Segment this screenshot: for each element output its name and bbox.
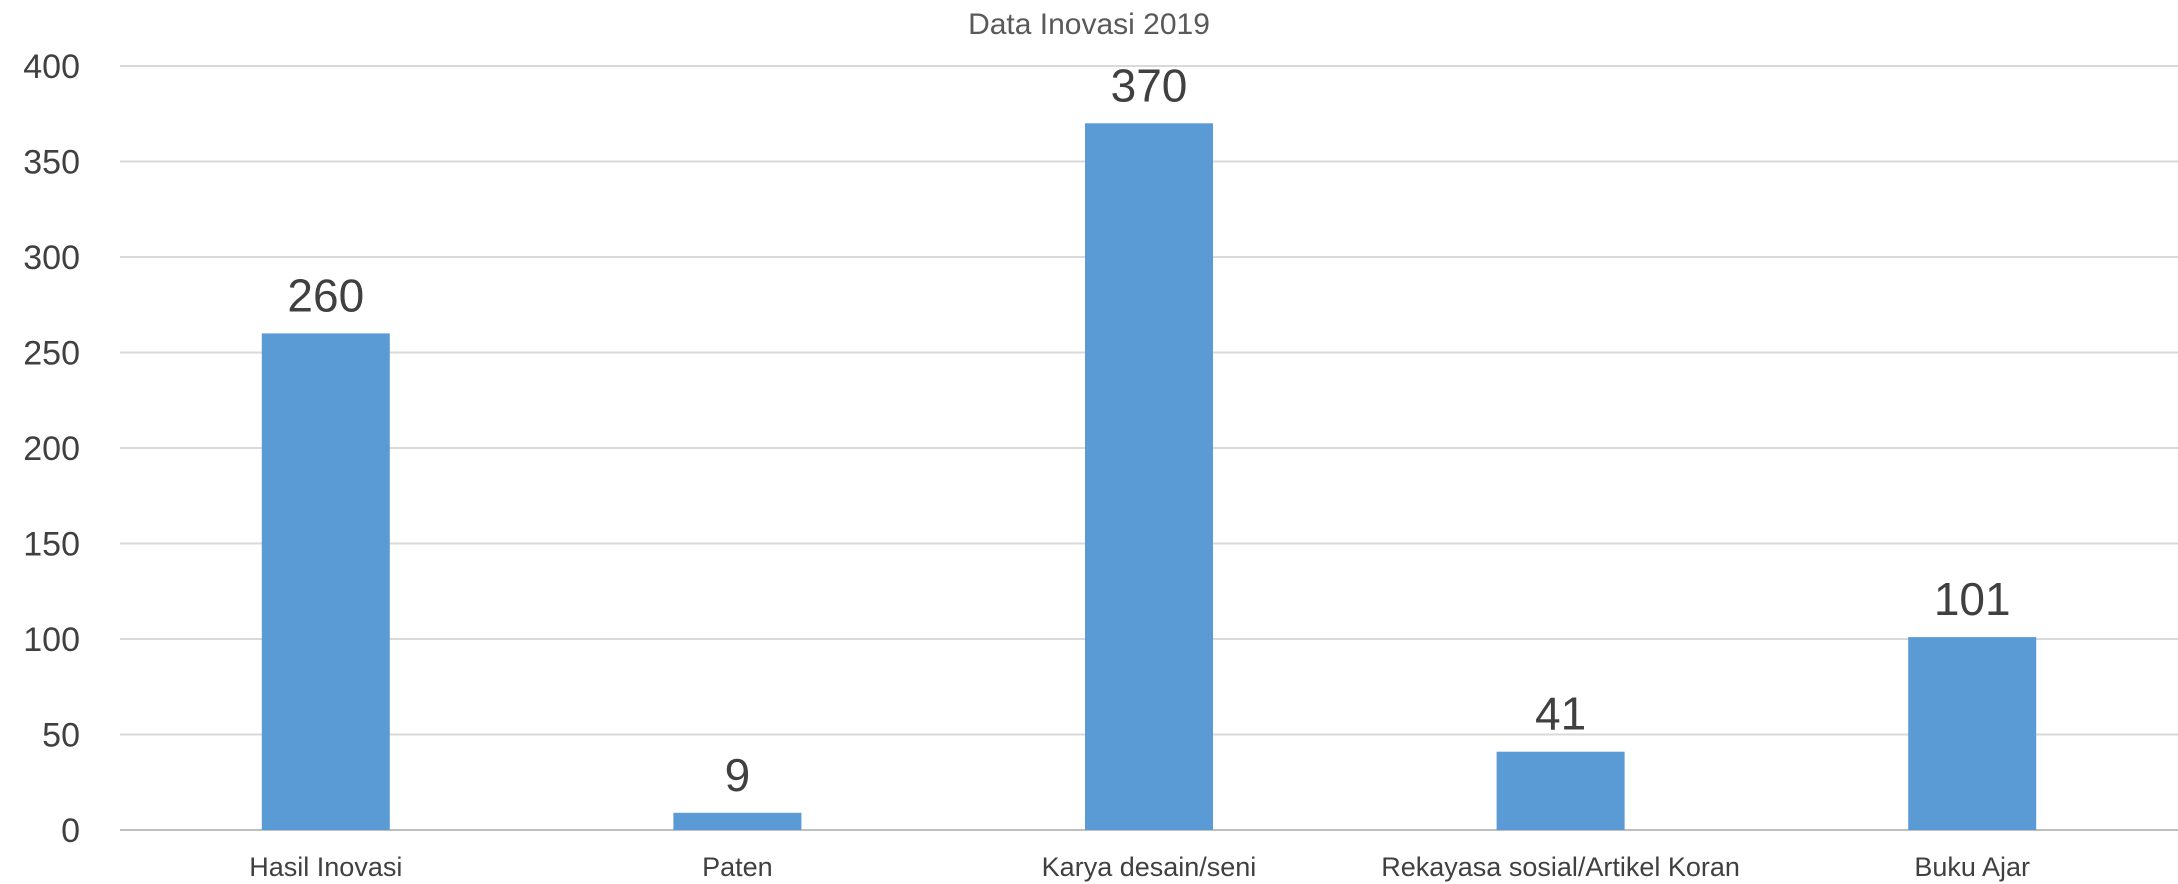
data-label: 370 — [1111, 59, 1188, 111]
x-tick-label: Rekayasa sosial/Artikel Koran — [1381, 852, 1740, 882]
bar — [1496, 751, 1625, 830]
y-tick-label: 0 — [61, 812, 80, 850]
y-tick-label: 400 — [23, 48, 80, 86]
y-axis-ticks: 0 50 100 150 200 250 300 350 400 — [23, 48, 80, 850]
data-label: 9 — [725, 749, 751, 801]
x-tick-label: Karya desain/seni — [1042, 852, 1257, 882]
y-tick-label: 150 — [23, 526, 80, 564]
data-label: 41 — [1535, 688, 1586, 740]
bar — [1085, 123, 1213, 831]
y-tick-label: 100 — [23, 621, 80, 659]
y-tick-label: 200 — [23, 430, 80, 468]
y-tick-label: 300 — [23, 239, 80, 277]
bar — [673, 812, 802, 830]
data-label: 101 — [1934, 573, 2011, 625]
bar — [261, 333, 390, 830]
bar — [1908, 637, 2037, 830]
y-tick-label: 350 — [23, 144, 80, 182]
chart-title: Data Inovasi 2019 — [968, 8, 1210, 41]
x-tick-label: Hasil Inovasi — [249, 852, 402, 882]
x-tick-label: Paten — [702, 852, 773, 882]
y-tick-label: 50 — [42, 717, 80, 755]
data-labels: 260 9 370 41 101 — [287, 59, 2010, 801]
x-axis-ticks: Hasil Inovasi Paten Karya desain/seni Rekay… — [249, 852, 2030, 882]
x-tick-label: Buku Ajar — [1914, 852, 2030, 882]
y-tick-label: 250 — [23, 335, 80, 373]
bars — [261, 123, 2037, 831]
data-label: 260 — [287, 269, 364, 321]
